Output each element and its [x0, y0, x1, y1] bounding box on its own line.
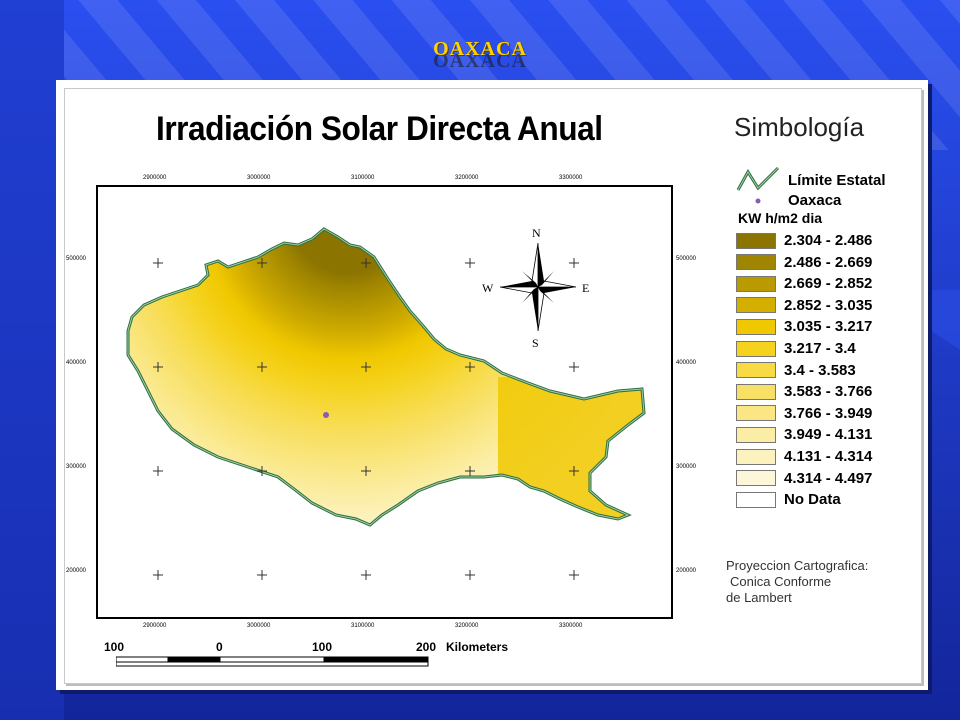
legend-class-label: No Data — [784, 491, 841, 509]
legend-class-row: 4.314 - 4.497 — [736, 470, 872, 487]
projection-line: Proyeccion Cartografica: — [726, 558, 869, 573]
legend-swatch — [736, 448, 776, 465]
legend-class-row: 3.217 - 3.4 — [736, 340, 856, 357]
legend-swatch — [736, 405, 776, 422]
x-tick-top: 3000000 — [247, 175, 271, 181]
x-tick-bottom: 2900000 — [143, 623, 167, 629]
y-tick-left: 400000 — [66, 360, 87, 366]
legend-swatch — [736, 340, 776, 357]
x-tick-bottom: 3200000 — [455, 623, 479, 629]
legend-class-label: 3.035 - 3.217 — [784, 318, 873, 336]
legend-class-row: 2.852 - 3.035 — [736, 297, 872, 314]
legend-city-label: Oaxaca — [788, 192, 842, 209]
north-arrow: N S E W — [482, 226, 589, 350]
legend-swatch — [736, 383, 776, 400]
legend-title: Simbología — [734, 112, 865, 142]
x-tick-top: 3200000 — [455, 175, 479, 181]
irradiance-map: N S E W — [126, 226, 646, 580]
slide-title-shadow: OAXACA — [433, 50, 527, 72]
scale-label: 100 — [104, 640, 125, 654]
x-tick-top: 3300000 — [559, 175, 583, 181]
legend-class-row: 2.304 - 2.486 — [736, 232, 872, 249]
legend-class-label: 4.131 - 4.314 — [784, 448, 873, 465]
legend-swatch — [736, 318, 776, 335]
x-tick-bottom: 3000000 — [247, 623, 271, 629]
scale-units: Kilometers — [446, 640, 509, 654]
grid-crosses — [153, 258, 579, 580]
legend-class-row: 3.766 - 3.949 — [736, 405, 872, 422]
boundary-symbol-icon — [736, 166, 780, 191]
legend-class-row: 3.4 - 3.583 — [736, 362, 856, 379]
legend-class-row: 3.035 - 3.217 — [736, 318, 872, 335]
map-frame: N S E W — [96, 185, 673, 619]
legend-swatch — [736, 297, 776, 314]
y-tick-left: 300000 — [66, 464, 87, 470]
south-label: S — [532, 336, 539, 350]
legend-swatch — [736, 275, 776, 292]
east-label: E — [582, 281, 589, 295]
y-tick-left: 200000 — [66, 568, 87, 574]
legend-class-row: 3.583 - 3.766 — [736, 383, 872, 400]
irradiance-fill — [128, 229, 644, 525]
legend-class-label: 3.949 - 4.131 — [784, 426, 873, 444]
legend-swatch — [736, 426, 776, 443]
scale-label: 0 — [216, 640, 223, 654]
projection-note: Proyeccion Cartografica: Conica Conforme… — [726, 558, 868, 606]
x-tick-top: 2900000 — [143, 175, 167, 181]
legend-swatch — [736, 470, 776, 487]
y-tick-right: 500000 — [676, 256, 697, 262]
y-tick-left: 500000 — [66, 256, 87, 262]
legend-class-row: 2.669 - 2.852 — [736, 275, 872, 292]
legend-class-label: 2.486 - 2.669 — [784, 253, 873, 271]
legend-swatch — [736, 232, 776, 249]
legend-class-label: 4.314 - 4.497 — [784, 469, 873, 487]
legend-swatch — [736, 362, 776, 379]
scale-label: 200 — [416, 640, 437, 654]
legend-swatch — [736, 254, 776, 271]
legend-class-row: 4.131 - 4.314 — [736, 448, 872, 465]
legend-class-row: No Data — [736, 491, 841, 508]
city-dot-icon — [755, 198, 761, 203]
legend-class-label: 2.669 - 2.852 — [784, 275, 873, 293]
legend-class-label: 2.304 - 2.486 — [784, 232, 873, 249]
y-tick-right: 300000 — [676, 464, 697, 470]
scale-label: 100 — [312, 640, 333, 654]
legend-boundary-label: Límite Estatal — [788, 171, 886, 189]
legend-class-row: 2.486 - 2.669 — [736, 254, 872, 271]
x-tick-bottom: 3100000 — [351, 623, 375, 629]
legend-class-label: 3.4 - 3.583 — [784, 361, 856, 379]
legend-class-row: 3.949 - 4.131 — [736, 426, 872, 443]
scale-bar-graphic — [116, 656, 429, 667]
y-tick-right: 400000 — [676, 360, 697, 366]
legend-class-label: 3.583 - 3.766 — [784, 383, 873, 401]
legend-units-label: KW h/m2 dia — [738, 210, 823, 226]
map-title: Irradiación Solar Directa Anual — [156, 110, 603, 148]
west-label: W — [482, 281, 494, 295]
slide-title: OAXACA — [433, 38, 527, 60]
north-label: N — [532, 226, 541, 240]
x-tick-top: 3100000 — [351, 175, 375, 181]
x-tick-bottom: 3300000 — [559, 623, 583, 629]
legend-class-label: 3.766 - 3.949 — [784, 404, 873, 422]
legend-swatch — [736, 491, 776, 508]
legend-class-label: 3.217 - 3.4 — [784, 340, 856, 357]
legend-boundary-row: Límite Estatal — [736, 166, 886, 194]
projection-line: de Lambert — [726, 590, 792, 605]
projection-line: Conica Conforme — [730, 574, 832, 589]
scale-bar: 100 0 100 200 Kilometers — [104, 640, 536, 680]
oaxaca-city-marker — [323, 412, 329, 418]
y-tick-right: 200000 — [676, 568, 697, 574]
map-panel: Irradiación Solar Directa Anual — [56, 80, 928, 690]
map-panel-border — [64, 88, 922, 684]
legend-city-row: Oaxaca — [736, 192, 841, 209]
legend-class-label: 2.852 - 3.035 — [784, 296, 873, 314]
